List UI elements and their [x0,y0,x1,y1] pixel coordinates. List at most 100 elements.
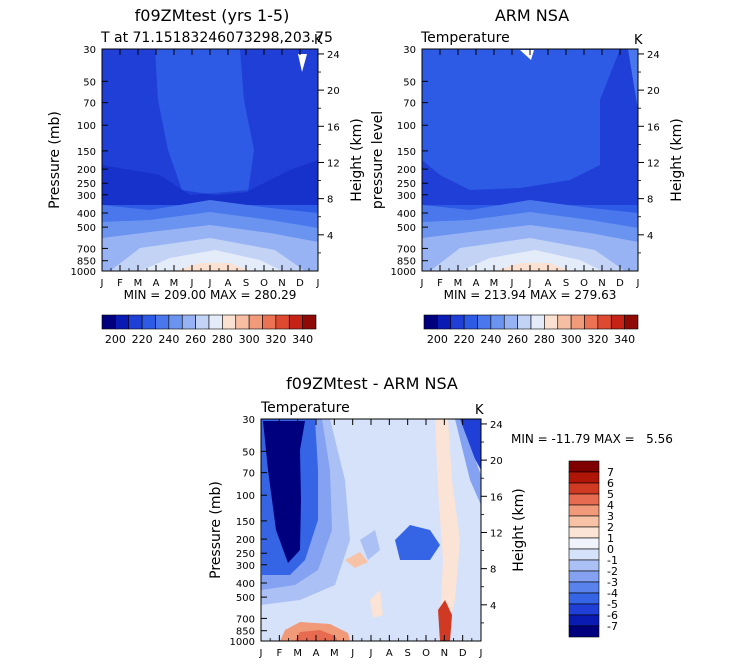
panel-obs-plot [421,48,639,272]
colorbar-label: -6 [607,609,618,622]
colorbar-label: 280 [212,333,233,346]
x-tick-label: N [598,278,605,289]
y-right-tick-label: 24 [327,50,340,61]
colorbar-label: 7 [607,466,614,479]
y-tick-label: 700 [77,244,96,255]
y-right-tick-label: 20 [647,86,660,97]
y-right-tick-label: 8 [647,195,653,206]
x-tick-label: J [636,278,640,289]
colorbar-label: -3 [607,576,618,589]
x-tick-label: J [208,278,212,289]
colorbar-swatch [568,515,600,528]
y-tick-label: 100 [236,491,255,502]
x-tick-label: D [616,278,624,289]
x-tick-label: J [420,278,424,289]
colorbar-swatch [597,314,612,330]
colorbar-swatch [557,314,572,330]
y-right-tick-label: 4 [327,231,333,242]
panel-model: f09ZMtest (yrs 1-5) T at 71.151832460732… [47,6,365,346]
y-tick-label: 1000 [391,267,416,278]
colorbar-swatch [568,581,600,594]
x-tick-label: N [278,278,285,289]
y-tick-label: 200 [77,165,96,176]
x-tick-label: F [117,278,123,289]
x-tick-label: O [580,278,588,289]
y-right-tick-label: 20 [327,86,340,97]
y-tick-label: 300 [236,561,255,572]
colorbar-label: 300 [239,333,260,346]
y-tick-label: 30 [242,415,255,426]
y-right-tick-label: 16 [490,492,503,503]
colorbar-swatch [530,314,545,330]
x-tick-label: D [459,648,467,659]
panel-obs-ylabel: pressure level [370,111,386,209]
y-right-tick-label: 12 [327,158,340,169]
panel-diff-subtitle: Temperature [260,400,350,416]
y-tick-label: 30 [403,45,416,56]
panel-obs-subtitle: Temperature [420,30,510,46]
colorbar-label: 340 [614,333,635,346]
panel-obs-fill-band-6 [495,263,570,271]
panel-diff-fill-mid-blue [395,525,440,560]
x-tick-label: A [313,648,320,659]
colorbar-swatch [517,314,532,330]
x-tick-label: F [437,278,443,289]
y-tick-label: 400 [77,209,96,220]
x-tick-label: J [528,278,532,289]
panel-diff-fill-red-small [345,552,368,568]
x-tick-label: J [510,278,514,289]
colorbar-label: 240 [158,333,179,346]
panel-obs-units: K [634,33,643,48]
colorbar-swatch [610,314,625,330]
colorbar-swatch [568,482,600,495]
colorbar-swatch [222,314,237,330]
colorbar-swatch [437,314,452,330]
panel-model-ylabel-right: Height (km) [349,118,365,201]
y-tick-label: 50 [242,447,255,458]
colorbar-swatch [568,460,600,473]
x-tick-label: A [153,278,160,289]
y-tick-label: 1000 [230,637,255,648]
colorbar-swatch [235,314,250,330]
y-tick-label: 70 [403,99,416,110]
panel-obs: ARM NSA Temperature K pressure level Hei… [370,6,685,346]
panel-obs-fill-upper-right [628,49,638,110]
colorbar-label: -1 [607,554,618,567]
y-tick-label: 200 [236,535,255,546]
panel-obs-colorbar: 200 220 240 260 280 300 320 340 [423,314,639,346]
colorbar-swatch [503,314,518,330]
panel-model-title: f09ZMtest (yrs 1-5) [135,6,290,25]
colorbar-swatch [302,314,317,330]
colorbar-label: 240 [480,333,501,346]
y-tick-label: 30 [83,45,96,56]
y-tick-label: 300 [397,191,416,202]
colorbar-swatch [544,314,559,330]
y-right-tick-label: 12 [647,158,660,169]
x-tick-label: A [545,278,552,289]
y-tick-label: 250 [397,179,416,190]
colorbar-label: -4 [607,587,618,600]
y-tick-label: 300 [77,191,96,202]
y-tick-label: 250 [77,179,96,190]
x-tick-label: N [441,648,448,659]
colorbar-swatch [568,592,600,605]
colorbar-swatch [463,314,478,330]
colorbar-swatch [568,471,600,484]
y-tick-label: 700 [236,614,255,625]
colorbar-swatch [568,625,600,638]
y-tick-label: 850 [77,257,96,268]
panel-diff-fill-red-small-2 [370,590,383,618]
x-tick-label: M [170,278,179,289]
y-tick-label: 250 [236,549,255,560]
y-right-tick-label: 8 [490,565,496,576]
colorbar-swatch [195,314,210,330]
colorbar-swatch [208,314,223,330]
y-right-tick-label: 4 [490,601,496,612]
panel-obs-ylabel-right: Height (km) [669,118,685,201]
y-right-tick-label: 8 [327,195,333,206]
panel-obs-axes: J F M A M J J A S O N D J305070100150200250300400500… [391,45,660,289]
colorbar-label: 280 [534,333,555,346]
colorbar-label: 0 [607,543,614,556]
colorbar-label: 260 [185,333,206,346]
panel-model-plot [101,48,319,272]
